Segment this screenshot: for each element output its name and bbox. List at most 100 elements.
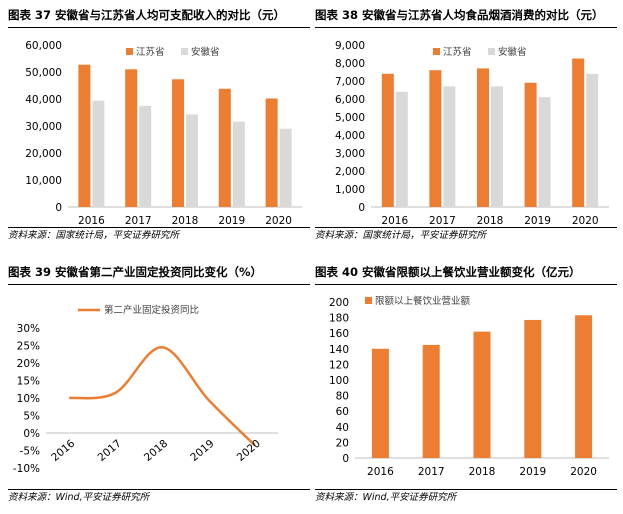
bar — [78, 64, 91, 208]
y-tick-label: 0 — [358, 202, 365, 214]
x-tick-label: 2016 — [49, 437, 77, 464]
chart-title: 图表 37 安徽省与江苏省人均可支配收入的对比（元） — [8, 8, 286, 22]
y-tick-label: 1,000 — [335, 184, 365, 196]
source-rule — [315, 227, 617, 228]
bar — [395, 91, 408, 207]
y-tick-label: 0 — [55, 202, 62, 214]
series-line — [69, 345, 256, 447]
x-tick-label: 2020 — [265, 215, 292, 227]
source-note: 资料来源：Wind,平安证券研究所 — [315, 492, 457, 503]
panel-catering: 图表 40 安徽省限额以上餐饮业营业额变化（亿元） 0 20 40 60 80 100 12… — [315, 263, 617, 511]
y-tick-label: 60 — [336, 406, 349, 418]
bar — [572, 58, 585, 207]
x-tick-label: 2016 — [78, 215, 105, 227]
bar — [232, 121, 245, 207]
y-tick-label: 20,000 — [25, 148, 62, 160]
bar — [186, 114, 198, 207]
y-tick-label: 50,000 — [25, 67, 62, 79]
line-chart-investment: -10% -5% 0% 5% 10% 15% 20% 25% 30% 2016 2017 2018 20… — [13, 304, 278, 475]
y-tick-label: 15% — [17, 376, 40, 388]
title-rule — [315, 284, 617, 285]
x-tick-label: 2019 — [524, 215, 551, 227]
bar-chart-income: 0 10,000 20,000 30,000 40,000 50,000 60,000 201… — [25, 40, 302, 227]
bar — [538, 97, 551, 207]
bar — [524, 82, 537, 207]
y-tick-label: 160 — [329, 328, 349, 340]
y-tick-label: 7,000 — [335, 76, 365, 88]
panel-income: 图表 37 安徽省与江苏省人均可支配收入的对比（元） 0 10,000 20,000… — [8, 6, 310, 246]
legend-swatch — [181, 48, 188, 55]
source-rule — [315, 489, 617, 490]
x-tick-label: 2019 — [218, 215, 245, 227]
y-tick-label: 60,000 — [25, 40, 62, 52]
y-tick-label: 4,000 — [335, 130, 365, 142]
y-tick-label: 2,000 — [335, 166, 365, 178]
legend-label: 第二产业固定投资同比 — [104, 304, 199, 316]
bar — [429, 70, 442, 207]
bar — [575, 315, 593, 458]
x-tick-label: 2017 — [429, 215, 456, 227]
y-tick-label: 3,000 — [335, 148, 365, 160]
x-tick-label: 2018 — [469, 466, 496, 478]
legend-label: 安徽省 — [191, 46, 220, 58]
bar — [92, 100, 105, 207]
panel-food-consumption: 图表 38 安徽省与江苏省人均食品烟酒消费的对比（元） 0 1,000 2,000 3… — [315, 6, 617, 246]
panel-investment: 图表 39 安徽省第二产业固定投资同比变化（%） -10% -5% 0% 5% 10% 1… — [8, 263, 310, 511]
y-tick-label: 10,000 — [25, 175, 62, 187]
bar — [422, 344, 440, 458]
y-tick-label: 40,000 — [25, 94, 62, 106]
bar — [524, 319, 542, 458]
x-tick-label: 2017 — [418, 466, 445, 478]
y-tick-label: 10% — [17, 393, 40, 405]
y-tick-label: 30,000 — [25, 121, 62, 133]
x-tick-label: 2019 — [519, 466, 546, 478]
y-tick-label: -10% — [13, 463, 40, 475]
legend-swatch — [126, 48, 133, 55]
bar — [139, 105, 152, 207]
chart-title: 图表 40 安徽省限额以上餐饮业营业额变化（亿元） — [315, 265, 581, 279]
y-tick-label: 20% — [17, 358, 40, 370]
x-tick-label: 2020 — [572, 215, 599, 227]
y-tick-label: 6,000 — [335, 94, 365, 106]
x-tick-label: 2018 — [142, 438, 170, 464]
y-tick-label: 80 — [336, 391, 349, 403]
source-note: 资料来源：Wind,平安证券研究所 — [8, 492, 150, 503]
y-tick-label: 0% — [23, 428, 40, 440]
bar-chart-food: 0 1,000 2,000 3,000 4,000 5,000 6,000 7,000 8,00… — [335, 40, 609, 227]
x-tick-label: 2017 — [96, 438, 124, 464]
y-tick-label: 120 — [329, 359, 349, 371]
legend-label: 安徽省 — [498, 46, 527, 58]
bar — [279, 128, 292, 207]
bar — [371, 348, 389, 458]
x-tick-label: 2019 — [188, 438, 216, 464]
bar — [491, 86, 503, 207]
bar — [586, 73, 599, 207]
y-tick-label: 5% — [23, 411, 40, 423]
x-tick-label: 2020 — [570, 466, 597, 478]
y-tick-label: 5,000 — [335, 112, 365, 124]
title-rule — [8, 284, 310, 285]
y-tick-label: 9,000 — [335, 40, 365, 52]
x-tick-label: 2016 — [381, 215, 408, 227]
y-tick-label: 20 — [336, 437, 349, 449]
bar — [125, 69, 138, 207]
y-tick-label: 25% — [17, 341, 40, 353]
y-tick-label: 200 — [329, 297, 349, 309]
legend-swatch — [433, 48, 440, 55]
bar — [443, 86, 456, 207]
x-tick-label: 2016 — [367, 466, 394, 478]
bar — [218, 88, 231, 207]
legend-label: 限额以上餐饮业营业额 — [375, 295, 471, 307]
legend-swatch — [365, 297, 372, 304]
legend-label: 江苏省 — [443, 46, 472, 58]
legend-swatch — [488, 48, 495, 55]
title-rule — [315, 27, 617, 28]
legend-label: 江苏省 — [136, 46, 165, 58]
x-tick-label: 2017 — [125, 215, 152, 227]
title-rule — [8, 27, 310, 28]
chart-title: 图表 38 安徽省与江苏省人均食品烟酒消费的对比（元） — [315, 8, 604, 22]
x-tick-label: 2020 — [235, 438, 263, 464]
source-note: 资料来源：国家统计局，平安证券研究所 — [8, 230, 180, 241]
source-rule — [8, 489, 310, 490]
source-rule — [8, 227, 310, 228]
